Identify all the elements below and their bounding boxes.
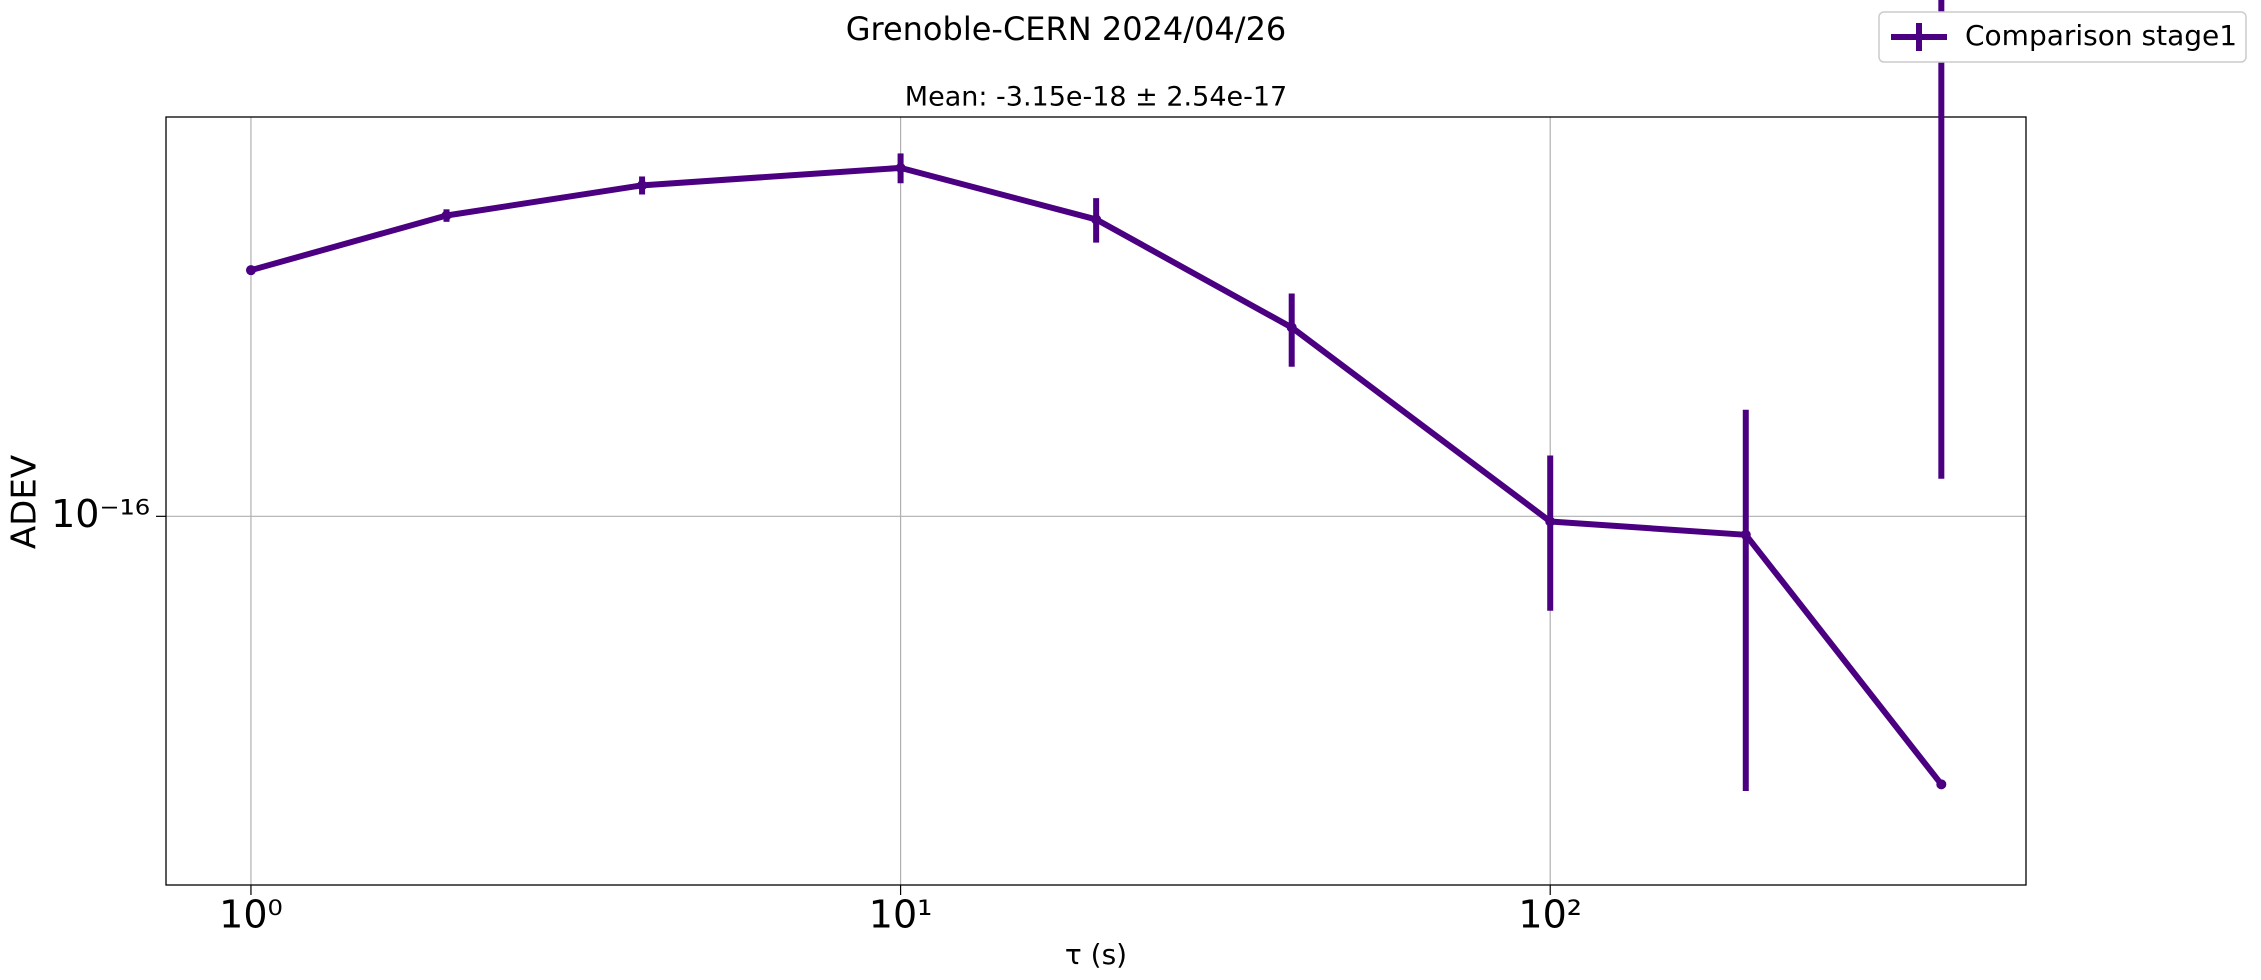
- chart-title: Grenoble-CERN 2024/04/26: [846, 10, 1287, 48]
- point: [1740, 529, 1751, 540]
- legend: Comparison stage1: [1878, 11, 2247, 63]
- x-tick-label: 10⁰: [219, 893, 283, 937]
- point: [895, 162, 906, 173]
- series-line: [250, 164, 1944, 787]
- plot-frame: [165, 116, 2027, 886]
- point: [637, 180, 648, 191]
- y-axis-label: ADEV: [5, 455, 45, 549]
- y-tick-label: 10⁻¹⁶: [51, 492, 150, 536]
- legend-box: [1878, 11, 2247, 63]
- point: [1936, 779, 1947, 790]
- point: [245, 265, 256, 276]
- x-tick-label: 10¹: [869, 893, 933, 937]
- x-tick-label: 10²: [1518, 893, 1582, 937]
- point: [441, 210, 452, 221]
- point: [1545, 516, 1556, 527]
- legend-label: Comparison stage1: [1965, 19, 2237, 52]
- point: [1286, 322, 1297, 333]
- x-axis-label: τ (s): [1065, 938, 1127, 971]
- chart-subtitle: Mean: -3.15e-18 ± 2.54e-17: [905, 82, 1287, 113]
- point: [1091, 214, 1102, 225]
